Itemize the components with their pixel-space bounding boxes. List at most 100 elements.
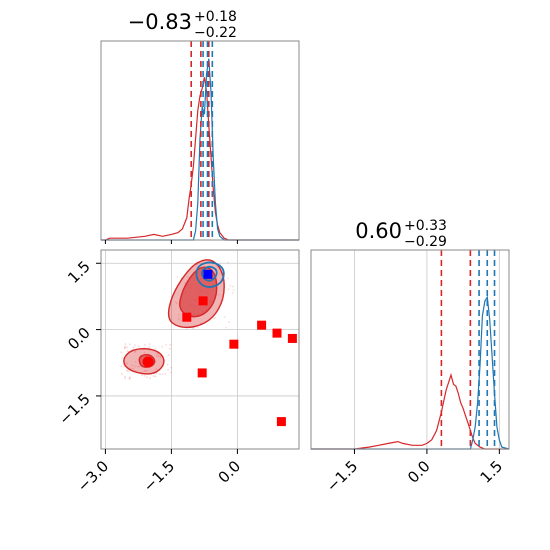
- sample-point: [120, 351, 123, 354]
- axes-frame: [100, 40, 300, 241]
- sample-point: [124, 343, 127, 345]
- red-square-marker: [198, 296, 208, 306]
- sample-point: [231, 285, 234, 288]
- sample-point: [143, 375, 146, 377]
- sample-point: [133, 344, 136, 347]
- sample-point: [132, 346, 135, 349]
- panel-title-value: −0.83: [128, 10, 192, 34]
- red-square-marker: [272, 328, 282, 338]
- sample-point: [124, 345, 126, 348]
- sample-point: [145, 376, 148, 379]
- panel-bottom-left: −3.0 −1.5 0.0 1.5 0.0 −1.5: [55, 249, 300, 496]
- sample-point: [161, 373, 164, 376]
- sample-point: [146, 369, 149, 372]
- sample-point: [231, 292, 234, 295]
- sample-point: [168, 347, 171, 350]
- sample-point: [166, 363, 169, 366]
- sample-point: [157, 353, 160, 356]
- sample-point: [167, 354, 170, 357]
- sample-point: [217, 293, 220, 296]
- sample-point: [164, 373, 167, 375]
- blue-square-marker: [203, 269, 213, 279]
- panel-title-upper-error: +0.33: [404, 218, 447, 234]
- sample-point: [129, 367, 132, 370]
- red-histogram-line: [101, 77, 299, 241]
- sample-point: [124, 375, 127, 378]
- sample-point: [127, 370, 129, 373]
- sample-point: [155, 368, 158, 371]
- sample-point: [134, 351, 136, 353]
- sample-point: [123, 347, 126, 349]
- sample-point: [187, 276, 189, 279]
- sample-point: [165, 343, 168, 346]
- red-circle-marker: [142, 356, 154, 368]
- sample-point: [123, 365, 126, 368]
- sample-point: [144, 369, 147, 372]
- sample-point: [120, 365, 123, 368]
- sample-point: [128, 343, 131, 346]
- sample-point: [143, 370, 146, 372]
- x-tick-label: −3.0: [74, 457, 112, 495]
- sample-point: [156, 352, 158, 354]
- x-tick-label: 0.0: [215, 457, 245, 487]
- sample-point: [126, 346, 129, 349]
- sample-point: [227, 261, 230, 264]
- blue-contour-inner: [201, 265, 218, 282]
- sample-point: [121, 372, 123, 375]
- sample-point: [134, 365, 136, 368]
- sample-point: [154, 347, 157, 350]
- panel-title-lower-error: −0.29: [404, 234, 447, 250]
- red-square-marker: [257, 320, 267, 330]
- sample-point: [167, 368, 170, 371]
- sample-point: [126, 350, 129, 352]
- sample-point: [159, 373, 161, 376]
- x-tick-label: −1.5: [140, 457, 178, 495]
- sample-point: [148, 346, 151, 348]
- sample-point: [122, 363, 125, 366]
- sample-point: [214, 316, 217, 319]
- sample-point: [128, 378, 131, 380]
- sample-point: [213, 317, 216, 320]
- sample-point: [218, 273, 221, 276]
- y-tick-label: 1.5: [64, 257, 94, 287]
- red-square-marker: [287, 333, 297, 343]
- sample-point: [126, 362, 129, 365]
- blue-histogram-line: [101, 58, 299, 241]
- y-tick-label: −1.5: [55, 390, 93, 428]
- blue-contour-outer: [195, 261, 225, 288]
- sample-point: [125, 369, 128, 372]
- panel-title-lower-error: −0.22: [194, 25, 237, 41]
- sample-point: [136, 365, 139, 368]
- sample-point: [132, 367, 134, 370]
- red-square-marker: [182, 312, 192, 322]
- sample-point: [196, 326, 199, 329]
- x-tick-label: −1.5: [323, 457, 361, 495]
- sample-point: [143, 352, 146, 354]
- red-square-marker: [276, 417, 286, 427]
- red-histogram-line: [311, 372, 509, 450]
- panel-title-upper-error: +0.18: [194, 9, 237, 25]
- sample-point: [161, 345, 164, 348]
- sample-point: [138, 365, 141, 368]
- sample-point: [155, 355, 158, 358]
- sample-point: [184, 282, 186, 284]
- panel-top-left: −0.83 +0.18−0.22: [100, 9, 300, 244]
- sample-point: [129, 376, 132, 379]
- sample-point: [232, 289, 235, 292]
- sample-point: [227, 277, 229, 280]
- sample-point: [159, 355, 162, 358]
- sample-point: [170, 366, 173, 369]
- sample-point: [157, 355, 160, 358]
- sample-point: [144, 344, 146, 346]
- sample-point: [121, 356, 124, 359]
- sample-point: [229, 284, 232, 287]
- sample-point: [170, 371, 173, 374]
- sample-point: [169, 343, 172, 346]
- blue-histogram-line: [311, 295, 510, 450]
- red-square-marker: [229, 339, 239, 349]
- sample-point: [134, 360, 137, 363]
- axes-frame: [310, 249, 510, 450]
- panel-bottom-right: 0.60 +0.33−0.29 −1.5 0.0 1.5: [310, 218, 510, 496]
- red-square-marker: [197, 368, 207, 378]
- x-tick-label: 0.0: [404, 457, 434, 487]
